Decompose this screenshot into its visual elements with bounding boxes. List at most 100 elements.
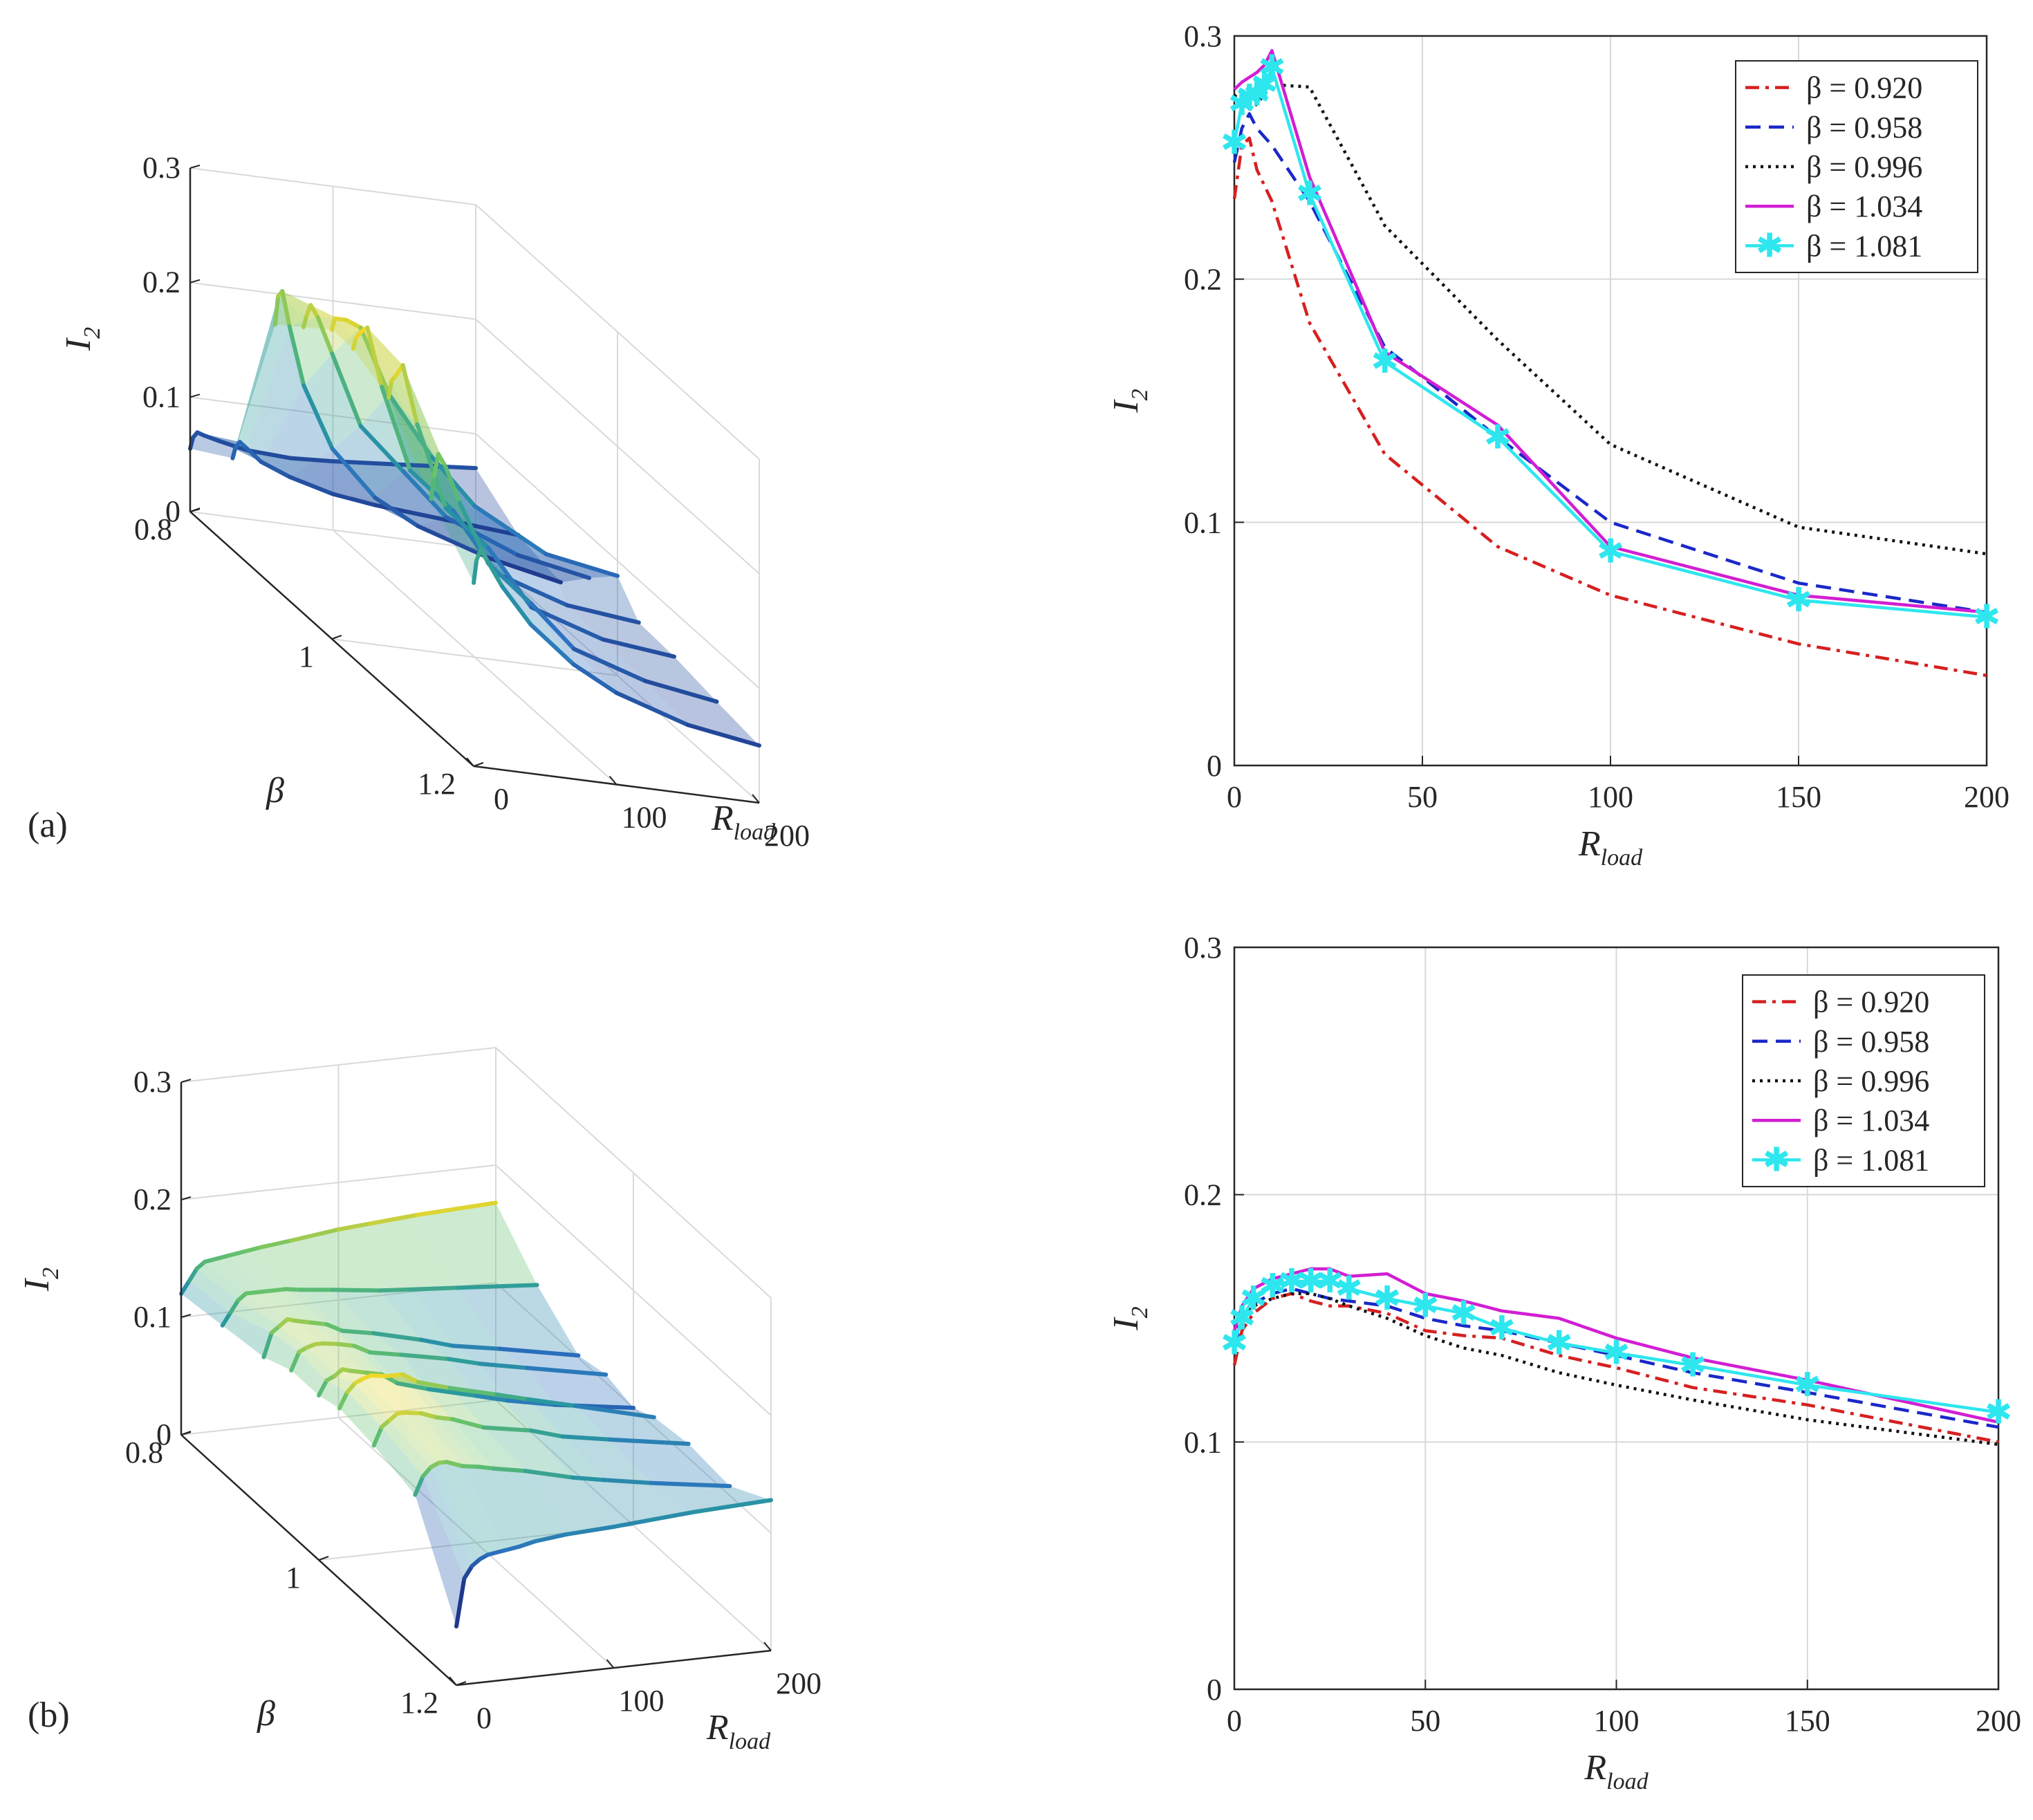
y-tick-label: 0 (1207, 749, 1222, 783)
surface-mesh-line (400, 363, 420, 427)
x-tick-label: 100 (1594, 1704, 1640, 1738)
surface-mesh-line (434, 1415, 455, 1422)
surface-patch (417, 1202, 537, 1288)
x-tick-label: 200 (776, 1666, 821, 1700)
y-axis-label: β (266, 771, 284, 810)
surface-patch (449, 1388, 532, 1431)
data-point: ✱ (1228, 1299, 1256, 1338)
surface-mesh-line (273, 294, 281, 327)
surface-patch (431, 1463, 481, 1566)
y-tick (456, 1681, 467, 1686)
x-tick (449, 1676, 457, 1686)
data-point: ✱ (1220, 124, 1248, 162)
surface-mesh-line (324, 1322, 345, 1333)
surface-mesh-line (529, 601, 576, 651)
surface-mesh-line (384, 1372, 405, 1379)
surface-mesh-line (301, 383, 335, 451)
surface-patch (575, 1406, 689, 1444)
x-tick-label: 0 (494, 782, 509, 816)
x-tick-label: 200 (764, 819, 810, 853)
line-chart-a: 0 50 100 150 20000.10.20.3RloadI2✱✱✱✱✱✱✱✱✱✱✱… (1106, 19, 2009, 871)
surface-mesh-line (418, 1411, 439, 1420)
surface-patch (205, 1259, 254, 1294)
y-axis-label: I2 (1106, 389, 1153, 413)
y-tick-label: 1.2 (400, 1686, 438, 1720)
z-tick-label: 0.1 (142, 380, 180, 414)
surface-patch (181, 1281, 231, 1326)
surface-mesh-line (368, 1213, 420, 1226)
x-tick-label: 50 (1407, 780, 1438, 814)
surface-mesh-line (245, 448, 293, 461)
surface-mesh-line (600, 637, 676, 659)
surface-patch (332, 327, 389, 427)
surface-patch (489, 555, 589, 583)
surface-mesh-line (242, 1245, 262, 1254)
legend-entry: β = 0.920 (1806, 71, 1922, 105)
surface-patch (290, 458, 375, 505)
surface-patch (382, 387, 446, 508)
surface-patch (238, 1293, 288, 1326)
surface-patch (212, 1255, 270, 1293)
surface-mesh-line (418, 1337, 455, 1348)
surface-patch (282, 290, 318, 327)
surface-mesh-line (494, 571, 570, 608)
surface-mesh-line (400, 1372, 420, 1384)
surface-patch (287, 1319, 323, 1345)
data-point: ✱ (1371, 342, 1398, 381)
x-axis-label: Rload (711, 799, 776, 845)
data-point: ✱ (1258, 48, 1285, 87)
surface-patch (310, 1322, 355, 1346)
x-tick-label: 200 (1964, 780, 2009, 814)
surface-patch (525, 1471, 614, 1534)
surface-mesh-line (505, 1398, 557, 1407)
legend-entry: β = 1.081 (1806, 229, 1922, 263)
surface-patch (247, 326, 304, 462)
surface-mesh-line (317, 1378, 329, 1398)
surface-mesh-line (494, 1392, 530, 1402)
surface-patch (304, 353, 361, 449)
z-tick (189, 279, 201, 284)
surface-patch (244, 1247, 301, 1290)
surface-mesh-line (614, 690, 690, 727)
surface-patch (531, 607, 646, 681)
surface-mesh-line (331, 492, 378, 508)
z-tick-label: 0.1 (133, 1300, 171, 1334)
surface-mesh-line (643, 1510, 695, 1523)
surface-patch (333, 461, 447, 521)
surface-mesh-line (643, 678, 719, 704)
surface-mesh-line (395, 1381, 431, 1391)
data-point: ✱ (1259, 1267, 1286, 1306)
surface-mesh-line (365, 325, 384, 389)
surface-mesh-line (564, 1525, 616, 1536)
surface-mesh-line (257, 1238, 294, 1250)
surface-mesh-line (443, 505, 491, 550)
surface-patch (483, 1427, 573, 1478)
surface-patch (332, 1290, 421, 1340)
surface-mesh-line (287, 324, 306, 388)
surface-chart-b: 0 0.1 0.2 0.3 0.8 1 1.2 0 100 200 I2 β Rload (17, 1047, 821, 1754)
y-tick-label: 0.8 (134, 512, 172, 546)
surface-mesh-line (690, 1498, 773, 1514)
x-tick-label: 50 (1410, 1704, 1440, 1738)
surface-patch (333, 494, 418, 526)
surface-mesh-line (369, 1373, 389, 1379)
panel-label-a: (a) (28, 806, 68, 845)
surface-patch (602, 639, 717, 702)
surface-mesh-line (371, 1331, 423, 1342)
x-tick-label: 0 (1227, 780, 1242, 814)
surface-mesh-line (413, 1474, 425, 1497)
surface-patch (189, 1268, 239, 1313)
surface-mesh-line (528, 622, 576, 667)
surface-mesh-line (450, 1344, 502, 1351)
surface-patch (436, 1417, 494, 1469)
x-axis-label: Rload (1584, 1748, 1649, 1794)
y-tick-label: 1 (299, 640, 314, 674)
series-line (1232, 66, 1987, 619)
surface-mesh-line (371, 1424, 384, 1448)
surface-patch (306, 1344, 343, 1376)
surface-mesh-line (565, 603, 641, 625)
data-point: ✱ (1250, 65, 1278, 104)
series-line (1232, 1292, 1999, 1444)
surface-mesh-line (560, 1434, 612, 1442)
